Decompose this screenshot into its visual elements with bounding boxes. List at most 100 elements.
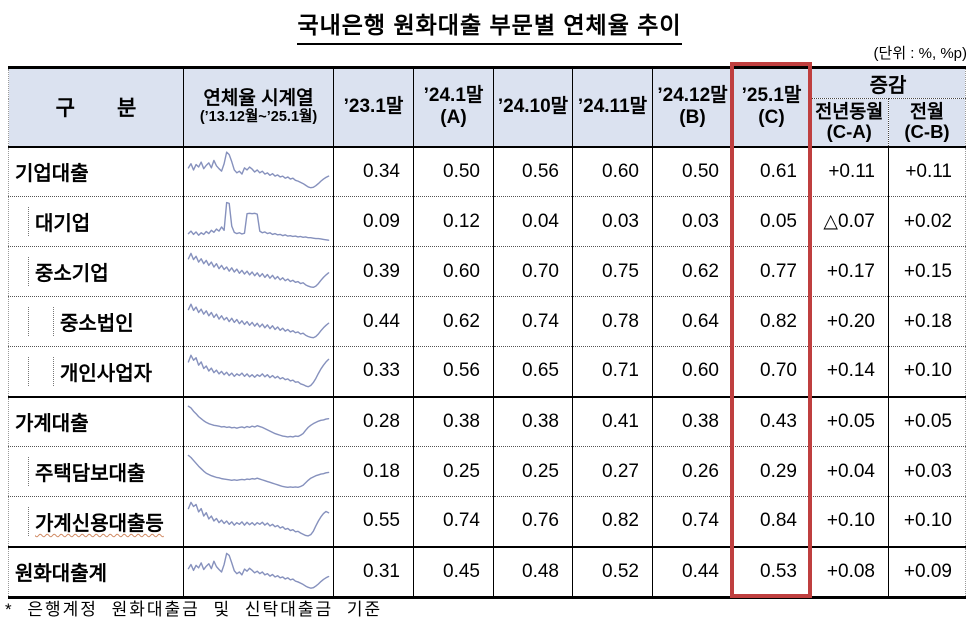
value-cell: 0.75	[572, 246, 653, 297]
value-cell: 0.45	[413, 546, 494, 597]
row-label-cell: 가계대출	[9, 397, 184, 447]
value-cell: 0.74	[413, 496, 494, 547]
sparkline-cell	[183, 196, 334, 247]
value-cell: 0.56	[413, 346, 494, 397]
sparkline-cell	[183, 296, 334, 347]
sparkline-chart	[187, 399, 330, 445]
row-label: 원화대출계	[15, 563, 107, 585]
sparkline-cell	[183, 496, 334, 547]
header-change-mom: 전월 (C-B)	[888, 98, 966, 147]
value-cell: 0.50	[413, 146, 494, 197]
row-label-cell: 주택담보대출	[9, 447, 184, 497]
sparkline-chart	[187, 348, 330, 394]
row-label: 가계대출	[15, 413, 89, 436]
value-cell: 0.03	[652, 196, 733, 247]
value-cell: 0.34	[333, 146, 414, 197]
change-mom-cell: +0.02	[888, 196, 966, 247]
header-col-24-12: ’24.12말 (B)	[652, 67, 733, 147]
change-yoy-cell: +0.05	[810, 396, 889, 447]
value-cell: 0.52	[572, 546, 653, 597]
sparkline-chart	[187, 199, 330, 245]
value-cell: 0.64	[652, 296, 733, 347]
value-cell: 0.44	[652, 546, 733, 597]
table-row-large-corporate: 대기업 0.09 0.12 0.04 0.03 0.03 0.05 △0.07 …	[8, 196, 966, 247]
change-mom-cell: +0.09	[888, 546, 966, 597]
header-col-23-1: ’23.1말	[333, 67, 414, 147]
header-col-24-11: ’24.11말	[572, 67, 653, 147]
value-cell: 0.18	[333, 446, 414, 497]
value-cell: 0.62	[652, 246, 733, 297]
title-row: 국내은행 원화대출 부문별 연체율 추이	[0, 6, 979, 45]
header-sparkline-series: 연체율 시계열 (’13.12월~’25.1월)	[183, 67, 334, 147]
value-cell: 0.76	[493, 496, 573, 547]
value-cell-highlighted: 0.29	[732, 446, 811, 497]
sparkline-cell	[183, 346, 334, 397]
row-label: 중소기업	[35, 263, 109, 285]
value-cell: 0.65	[493, 346, 573, 397]
value-cell-highlighted: 0.70	[732, 346, 811, 397]
header-col-24-10: ’24.10말	[493, 67, 573, 147]
value-cell-highlighted: 0.05	[732, 196, 811, 247]
header-change-group: 증감	[810, 67, 966, 99]
value-cell: 0.48	[493, 546, 573, 597]
value-cell: 0.62	[413, 296, 494, 347]
value-cell: 0.82	[572, 496, 653, 547]
sparkline-chart	[187, 549, 330, 595]
row-label: 개인사업자	[60, 362, 152, 385]
row-label: 대기업	[35, 213, 91, 235]
table-row-sole-proprietor: 개인사업자 0.33 0.56 0.65 0.71 0.60 0.70 +0.1…	[8, 346, 966, 397]
change-mom-cell: +0.05	[888, 396, 966, 447]
change-yoy-cell: +0.08	[810, 546, 889, 597]
table-header: 구 분 연체율 시계열 (’13.12월~’25.1월) ’23.1말 ’24.…	[8, 67, 966, 147]
value-cell: 0.04	[493, 196, 573, 247]
header-col-25-1: ’25.1말 (C)	[732, 67, 811, 147]
value-cell: 0.12	[413, 196, 494, 247]
change-yoy-cell: +0.04	[810, 446, 889, 497]
header-change-yoy: 전년동월 (C-A)	[810, 98, 889, 147]
change-yoy-cell: +0.17	[810, 246, 889, 297]
change-mom-cell: +0.11	[888, 146, 966, 197]
value-cell: 0.27	[572, 446, 653, 497]
value-cell-highlighted: 0.61	[732, 146, 811, 197]
table-row-mortgage: 주택담보대출 0.18 0.25 0.25 0.27 0.26 0.29 +0.…	[8, 446, 966, 497]
value-cell: 0.33	[333, 346, 414, 397]
value-cell: 0.44	[333, 296, 414, 347]
value-cell: 0.31	[333, 546, 414, 597]
change-yoy-cell: △0.07	[810, 196, 889, 247]
row-label: 주택담보대출	[35, 463, 146, 485]
unit-note: (단위 : %, %p)	[873, 45, 967, 62]
value-cell: 0.41	[572, 396, 653, 447]
header-series-range: (’13.12월~’25.1월)	[199, 108, 318, 125]
value-cell: 0.26	[652, 446, 733, 497]
row-label-cell: 대기업	[9, 197, 184, 247]
change-yoy-cell: +0.11	[810, 146, 889, 197]
delinquency-table: 구 분 연체율 시계열 (’13.12월~’25.1월) ’23.1말 ’24.…	[8, 66, 966, 599]
row-label-cell: 기업대출	[9, 147, 184, 197]
value-cell: 0.38	[413, 396, 494, 447]
change-mom-cell: +0.10	[888, 346, 966, 397]
sparkline-cell	[183, 246, 334, 297]
change-yoy-cell: +0.14	[810, 346, 889, 397]
table-row-sme-corporation: 중소법인 0.44 0.62 0.74 0.78 0.64 0.82 +0.20…	[8, 296, 966, 347]
sparkline-chart	[187, 299, 330, 345]
value-cell: 0.71	[572, 346, 653, 397]
row-label-cell: 중소법인	[9, 297, 184, 347]
header-category: 구 분	[8, 67, 184, 147]
value-cell: 0.39	[333, 246, 414, 297]
value-cell: 0.28	[333, 396, 414, 447]
table-row-corporate-loans: 기업대출 0.34 0.50 0.56 0.60 0.50 0.61 +0.11…	[9, 146, 966, 197]
value-cell: 0.60	[413, 246, 494, 297]
row-label: 기업대출	[15, 163, 89, 186]
value-cell: 0.50	[652, 146, 733, 197]
change-yoy-cell: +0.10	[810, 496, 889, 547]
sparkline-cell	[183, 396, 334, 447]
row-label: 가계신용대출등	[35, 512, 164, 535]
footnote: * 은행계정 원화대출금 및 신탁대출금 기준	[5, 600, 383, 619]
value-cell: 0.09	[333, 196, 414, 247]
value-cell: 0.74	[493, 296, 573, 347]
page-title: 국내은행 원화대출 부문별 연체율 추이	[297, 6, 682, 45]
sparkline-chart	[187, 498, 330, 544]
sparkline-chart	[187, 449, 330, 495]
value-cell-highlighted: 0.77	[732, 246, 811, 297]
